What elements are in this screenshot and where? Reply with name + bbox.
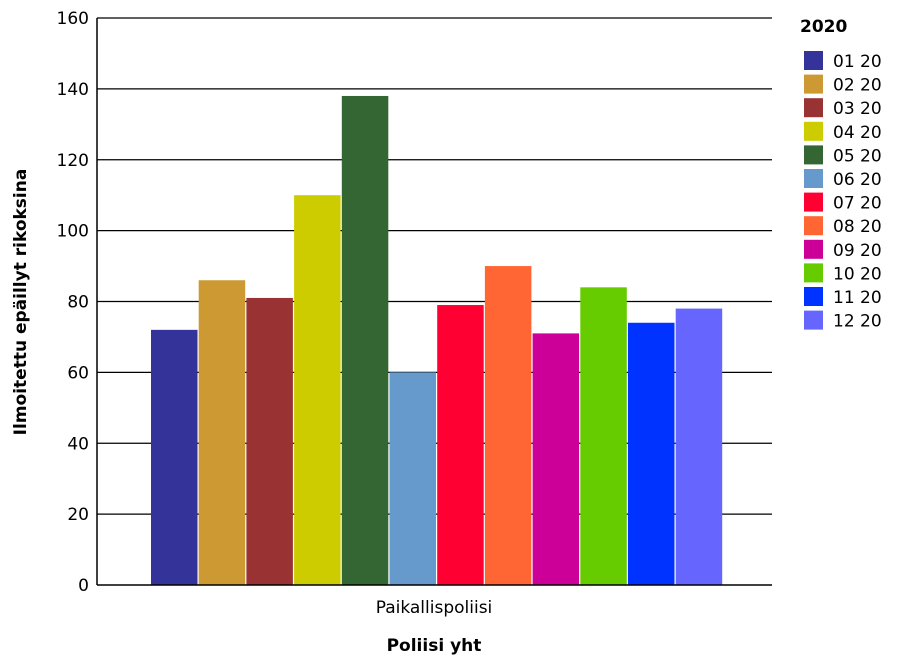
bar [580, 287, 627, 585]
y-tick-label: 120 [57, 151, 89, 171]
y-tick-labels: 0 20 40 60 80 100 120 140 160 [57, 9, 89, 596]
y-tick-label: 100 [57, 222, 89, 242]
y-tick-label: 60 [67, 363, 89, 383]
y-tick-label: 40 [67, 434, 89, 454]
x-tick-label: Paikallispoliisi [376, 598, 493, 618]
bars [151, 95, 723, 586]
y-tick-label: 0 [78, 576, 89, 596]
bar [151, 329, 198, 585]
legend-swatch [804, 287, 823, 306]
legend: 2020 01 20 02 20 03 20 04 20 05 20 06 20 07 20… [800, 17, 882, 332]
legend-swatch [804, 263, 823, 283]
bar [198, 280, 246, 585]
y-tick-label: 80 [67, 293, 89, 313]
legend-swatch [804, 216, 823, 236]
legend-label: 02 20 [833, 76, 882, 96]
legend-swatch [804, 239, 823, 259]
legend-label: 03 20 [833, 99, 882, 119]
legend-label: 08 20 [833, 217, 882, 237]
legend-swatch [804, 51, 823, 70]
y-axis-title: Ilmoitettu epäillyt rikoksina [11, 169, 31, 436]
legend-label: 09 20 [833, 241, 882, 261]
y-tick-label: 20 [67, 505, 89, 525]
legend-swatch [804, 192, 823, 212]
legend-label: 10 20 [833, 264, 882, 284]
bar [675, 308, 723, 585]
legend-swatch [804, 98, 823, 118]
legend-swatch [804, 169, 823, 188]
legend-label: 07 20 [833, 194, 882, 214]
bar [389, 372, 436, 585]
legend-title: 2020 [800, 17, 847, 37]
axes [96, 18, 772, 586]
legend-swatch [804, 74, 823, 94]
bar [246, 297, 293, 585]
y-tick-label: 140 [57, 80, 89, 100]
legend-label: 11 20 [833, 288, 882, 308]
legend-swatch [804, 145, 823, 165]
legend-label: 12 20 [833, 312, 882, 332]
legend-swatch [804, 310, 823, 330]
bar [341, 95, 389, 586]
bar [628, 322, 675, 585]
legend-label: 04 20 [833, 123, 882, 143]
bar [532, 333, 580, 585]
legend-swatch [804, 121, 823, 141]
bar [484, 266, 532, 585]
legend-label: 05 20 [833, 146, 882, 166]
bar [437, 305, 484, 585]
bar [294, 195, 341, 585]
legend-label: 01 20 [833, 52, 882, 72]
x-axis-title: Poliisi yht [387, 636, 482, 656]
legend-label: 06 20 [833, 170, 882, 190]
y-tick-label: 160 [57, 9, 89, 29]
